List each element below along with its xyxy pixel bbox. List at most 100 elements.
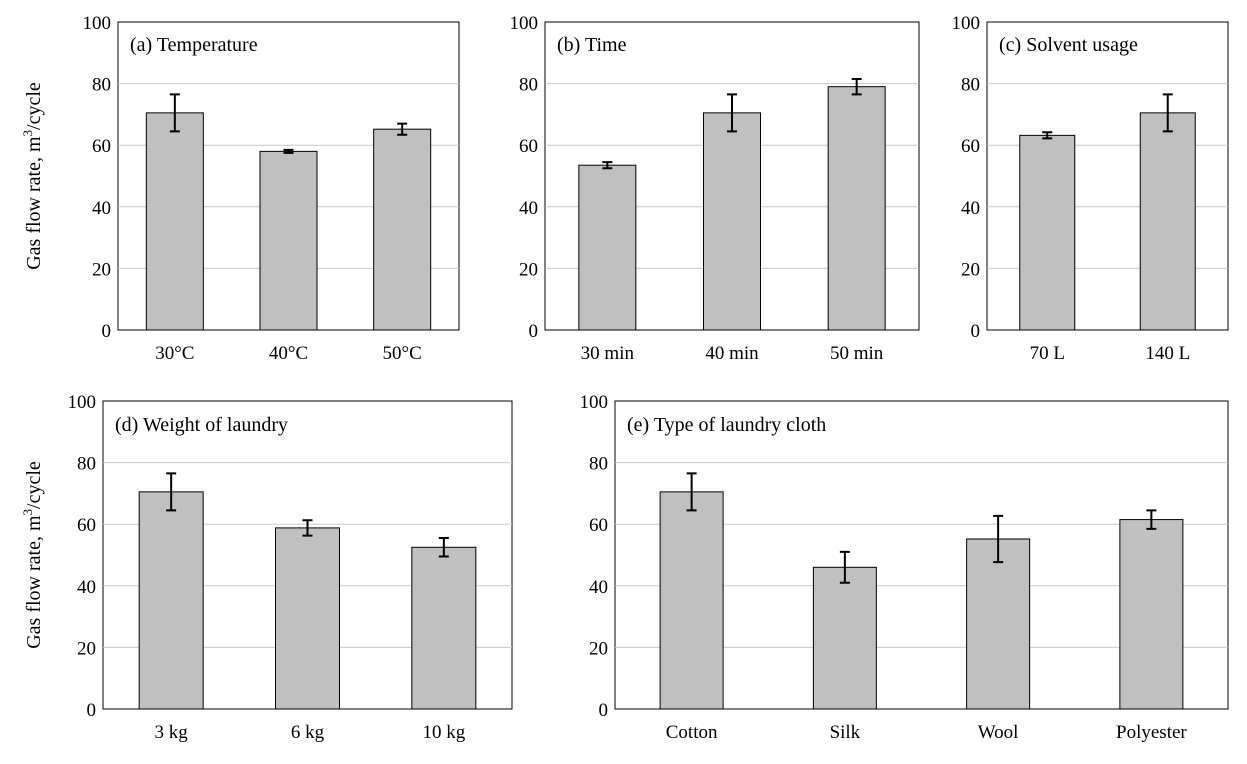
panel-d-y-ticks: 0 20 40 60 80 100 (68, 392, 97, 721)
panel-e-y-tick-label: 40 (589, 577, 608, 598)
panel-c-y-tick-label: 60 (961, 136, 980, 157)
panel-b-error-bar (851, 77, 862, 96)
panel-a-y-tick-label: 40 (92, 198, 111, 219)
panel-a-y-tick-label: 20 (92, 259, 111, 280)
panel-d-bar (138, 491, 204, 710)
panel-d-x-tick-label: 6 kg (291, 722, 325, 743)
panel-c-y-tick-label: 40 (961, 198, 980, 219)
panel-e-x-tick-label: Silk (830, 722, 861, 743)
panel-e-bar (1119, 519, 1184, 710)
panel-e-title: (e) Type of laundry cloth (627, 414, 826, 436)
panel-c-bars (1019, 112, 1196, 331)
panel-c-y-ticks: 0 20 40 60 80 100 (952, 13, 981, 342)
panel-c-error-bar (1042, 131, 1053, 140)
panel-b-y-ticks: 0 20 40 60 80 100 (510, 13, 539, 342)
panel-a-errorbars (169, 93, 408, 154)
panel-b-x-tick-label: 50 min (830, 343, 884, 364)
panel-b-y-tick-label: 40 (519, 198, 538, 219)
panel-a-y-tick-label: 100 (83, 13, 112, 34)
panel-d-errorbars (166, 472, 449, 558)
panel-e-y-tick-label: 0 (599, 700, 609, 721)
panel-e-bar (812, 566, 877, 710)
panel-a-bar (259, 150, 318, 331)
panel-a-x-tick-label: 40°C (269, 343, 308, 364)
panel-c-title: (c) Solvent usage (999, 34, 1138, 56)
panel-d-bar (275, 527, 340, 710)
panel-a-y-tick-label: 0 (102, 321, 112, 342)
panel-c-x-ticks: 70 L 140 L (1030, 343, 1191, 364)
panel-e-y-ticks: 0 20 40 60 80 100 (580, 392, 609, 721)
panel-b-bars (578, 86, 886, 331)
panel-b-errorbars (602, 77, 862, 170)
panel-e-bar (966, 538, 1031, 710)
panel-b-error-bar (727, 93, 737, 133)
panel-c-y-tick-label: 80 (961, 75, 980, 96)
panel-c-bar (1139, 112, 1196, 331)
panel-c-y-tick-label: 20 (961, 259, 980, 280)
panel-d-x-ticks: 3 kg 6 kg 10 kg (155, 722, 466, 743)
panel-a: 0 20 40 60 80 100 30°C 40°C 50°C (a) Temperatur… (20, 13, 460, 364)
panel-e-y-tick-label: 100 (580, 392, 609, 413)
panel-a-bar (373, 128, 432, 331)
panel-b-error-bar (602, 161, 613, 170)
panel-d-error-bar (166, 472, 177, 512)
panel-b: 0 20 40 60 80 100 30 min 40 min 50 min (b) Time (510, 13, 920, 364)
panel-b-y-tick-label: 60 (519, 136, 538, 157)
panel-a-bar (145, 112, 204, 331)
panel-b-x-tick-label: 40 min (705, 343, 759, 364)
panel-e-x-tick-label: Polyester (1116, 722, 1187, 743)
panel-b-bar (827, 86, 886, 331)
panel-e-errorbars (686, 472, 1157, 584)
panel-d-x-tick-label: 3 kg (155, 722, 189, 743)
panel-c-error-bar (1162, 93, 1173, 133)
panel-b-x-ticks: 30 min 40 min 50 min (581, 343, 884, 364)
panel-d-bar (411, 546, 477, 710)
panel-e-y-tick-label: 60 (589, 515, 608, 536)
panel-d-bars (138, 491, 477, 710)
panel-a-title: (a) Temperature (130, 34, 258, 56)
panel-b-bar (703, 112, 761, 331)
panel-d-y-tick-label: 40 (77, 577, 96, 598)
panel-e-bars (659, 491, 1184, 710)
panel-a-x-ticks: 30°C 40°C 50°C (155, 343, 422, 364)
panel-d-x-tick-label: 10 kg (422, 722, 465, 743)
panel-d-y-axis-label: Gas flow rate, m3/cycle (20, 461, 45, 649)
panel-a-x-tick-label: 30°C (155, 343, 194, 364)
panel-b-title: (b) Time (557, 34, 627, 56)
panel-c-x-tick-label: 70 L (1030, 343, 1065, 364)
panel-d-y-tick-label: 80 (77, 454, 96, 475)
panel-d-y-tick-label: 0 (87, 700, 97, 721)
panel-e-bar (659, 491, 724, 710)
panel-a-error-bar (283, 148, 294, 154)
panel-e-error-bar (839, 550, 850, 584)
panel-a-y-axis-label: Gas flow rate, m3/cycle (20, 82, 45, 270)
panel-d-error-bar (438, 537, 449, 558)
panel-a-y-tick-label: 80 (92, 75, 111, 96)
panel-d-y-tick-label: 60 (77, 515, 96, 536)
panel-a-x-tick-label: 50°C (383, 343, 422, 364)
panel-a-y-ticks: 0 20 40 60 80 100 (83, 13, 112, 342)
panel-d-y-tick-label: 20 (77, 638, 96, 659)
panel-c-y-tick-label: 100 (952, 13, 981, 34)
panel-b-y-tick-label: 80 (519, 75, 538, 96)
panel-b-y-tick-label: 0 (529, 321, 539, 342)
panel-a-y-tick-label: 60 (92, 136, 111, 157)
panel-e-y-tick-label: 20 (589, 638, 608, 659)
panel-e: 0 20 40 60 80 100 Cotton Silk Wool Polyester (e)… (580, 392, 1229, 743)
panel-c: 0 20 40 60 80 100 70 L 140 L (c) Solvent usage (952, 13, 1229, 364)
panel-d-title: (d) Weight of laundry (115, 414, 288, 436)
panel-b-x-tick-label: 30 min (581, 343, 635, 364)
panel-a-error-bar (397, 122, 408, 136)
panel-d-y-tick-label: 100 (68, 392, 97, 413)
panel-d: 0 20 40 60 80 100 3 kg 6 kg 10 kg (d) Weight of… (20, 392, 513, 743)
panel-e-x-tick-label: Cotton (666, 722, 718, 743)
panel-a-error-bar (169, 93, 180, 133)
panel-e-y-tick-label: 80 (589, 454, 608, 475)
panel-c-errorbars (1042, 93, 1173, 140)
panel-c-x-tick-label: 140 L (1145, 343, 1190, 364)
panel-b-y-tick-label: 20 (519, 259, 538, 280)
panel-a-bars (145, 112, 432, 331)
panel-b-bar (578, 164, 637, 331)
panel-c-y-tick-label: 0 (971, 321, 981, 342)
